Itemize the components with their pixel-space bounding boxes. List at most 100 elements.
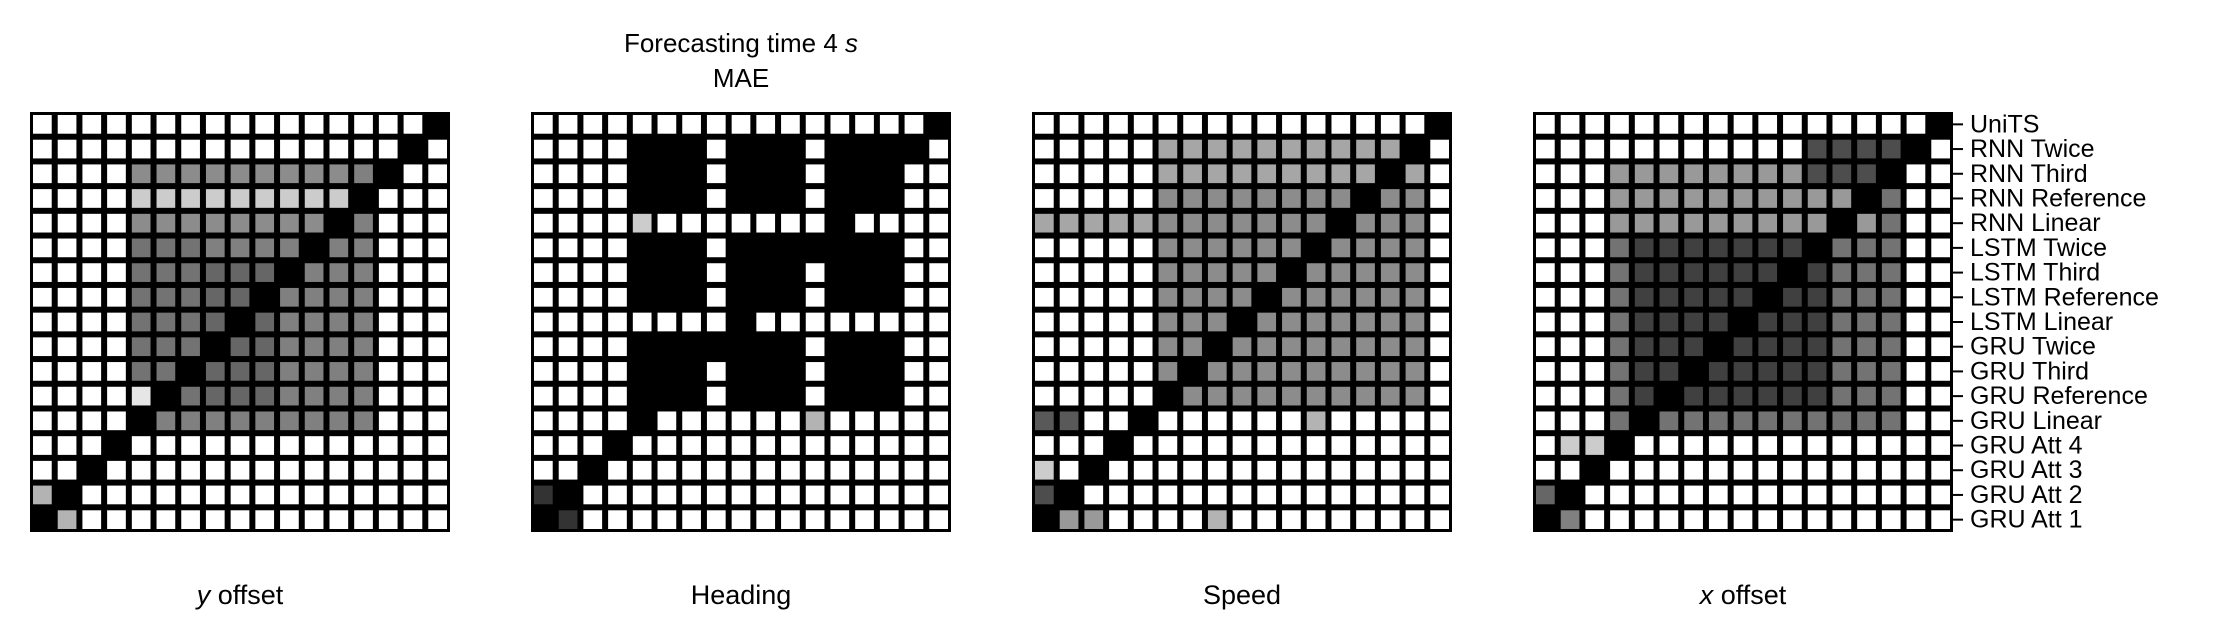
heatmap-cell (1610, 164, 1629, 184)
heatmap-panel-1: y offset (30, 112, 450, 610)
heatmap-cell (534, 485, 553, 505)
heatmap-cell (855, 436, 874, 455)
heatmap-cell (329, 189, 349, 208)
heatmap-cell (1158, 485, 1178, 505)
heatmap-cell (1708, 263, 1728, 282)
heatmap-cell (1610, 115, 1629, 134)
heatmap-cell (534, 386, 553, 406)
chart-title-line-1: Forecasting time 4 s (624, 28, 858, 58)
heatmap-cell (1207, 213, 1227, 233)
heatmap-cell (1684, 164, 1703, 184)
heatmap-cell (1380, 436, 1400, 455)
heatmap-cell (1282, 139, 1301, 159)
heatmap-cell (131, 411, 151, 431)
heatmap-cell (33, 510, 52, 529)
heatmap-cell (1059, 287, 1079, 307)
heatmap-cell (1183, 213, 1202, 233)
heatmap-cell (280, 386, 299, 406)
heatmap-cell (1183, 485, 1202, 505)
heatmap-cell (181, 287, 200, 307)
heatmap-cell (1906, 362, 1926, 381)
heatmap-cell (1832, 213, 1852, 233)
heatmap-cell (1807, 263, 1827, 282)
heatmap-cell (929, 115, 948, 134)
heatmap-cell (1610, 510, 1629, 529)
heatmap-cell (608, 411, 627, 431)
heatmap-cell (1405, 510, 1425, 529)
heatmap-cell (682, 436, 701, 455)
heatmap-cell (1536, 411, 1555, 431)
heatmap-cell (830, 263, 850, 282)
heatmap-cell (1207, 238, 1227, 258)
heatmap-cell (706, 312, 726, 332)
heatmap-cell (1282, 460, 1301, 480)
heatmap-cell (632, 386, 652, 406)
heatmap-cell (534, 115, 553, 134)
heatmap-cell (181, 115, 200, 134)
y-tick-label: LSTM Reference (1970, 283, 2159, 311)
heatmap-cell (879, 139, 899, 159)
heatmap-cell (156, 164, 176, 184)
heatmap-cell (255, 460, 275, 480)
heatmap-panels: y offset Heading Speed x offset (30, 112, 1953, 610)
heatmap-cell (1906, 485, 1926, 505)
heatmap-cell (1356, 287, 1375, 307)
heatmap-cell (205, 263, 225, 282)
heatmap-cell (428, 411, 447, 431)
heatmap-cell (1807, 386, 1827, 406)
heatmap-cell (1807, 411, 1827, 431)
heatmap-cell (1035, 460, 1054, 480)
heatmap-cell (904, 460, 924, 480)
heatmap-cell (657, 189, 677, 208)
heatmap-cell (558, 287, 578, 307)
heatmap-cell (929, 436, 948, 455)
heatmap-cell (1109, 189, 1128, 208)
heatmap-cell (230, 287, 250, 307)
heatmap-cell (230, 213, 250, 233)
heatmap-cell (1832, 386, 1852, 406)
heatmap-cell (632, 436, 652, 455)
heatmap-cell (280, 189, 299, 208)
heatmap-cell (1035, 411, 1054, 431)
heatmap-cell (1881, 312, 1901, 332)
heatmap-cell (205, 115, 225, 134)
heatmap-cell (156, 263, 176, 282)
heatmap-cell (781, 139, 800, 159)
heatmap-cell (304, 436, 324, 455)
heatmap-cell (756, 411, 776, 431)
heatmap-cell (1560, 189, 1580, 208)
heatmap-cell (830, 362, 850, 381)
heatmap-cell (280, 485, 299, 505)
heatmap-cell (403, 362, 423, 381)
heatmap-cell (583, 115, 603, 134)
heatmap-cell (1405, 287, 1425, 307)
heatmap-cell (1931, 411, 1950, 431)
heatmap-cell (657, 263, 677, 282)
heatmap-cell (929, 411, 948, 431)
heatmap-cell (205, 189, 225, 208)
heatmap-cell (280, 115, 299, 134)
heatmap-cell (1257, 460, 1277, 480)
heatmap-cell (1133, 238, 1153, 258)
heatmap-cell (1733, 386, 1753, 406)
heatmap-cell (156, 510, 176, 529)
heatmap-cell (1059, 436, 1079, 455)
heatmap-cell (632, 263, 652, 282)
heatmap-cell (1109, 139, 1128, 159)
heatmap-cell (1659, 337, 1679, 357)
heatmap-cell (1356, 362, 1375, 381)
heatmap-cell (1659, 386, 1679, 406)
heatmap-cell (1207, 485, 1227, 505)
heatmap-cell (1684, 362, 1703, 381)
heatmap-cell (428, 287, 447, 307)
heatmap-cell (1133, 312, 1153, 332)
heatmap-cell (879, 189, 899, 208)
heatmap-cell (1356, 337, 1375, 357)
heatmap-cell (1536, 238, 1555, 258)
heatmap-cell (904, 510, 924, 529)
heatmap-cell (1634, 510, 1654, 529)
heatmap-cell (1084, 312, 1104, 332)
heatmap-cell (57, 436, 77, 455)
heatmap-cell (403, 460, 423, 480)
heatmap-cell (1708, 337, 1728, 357)
